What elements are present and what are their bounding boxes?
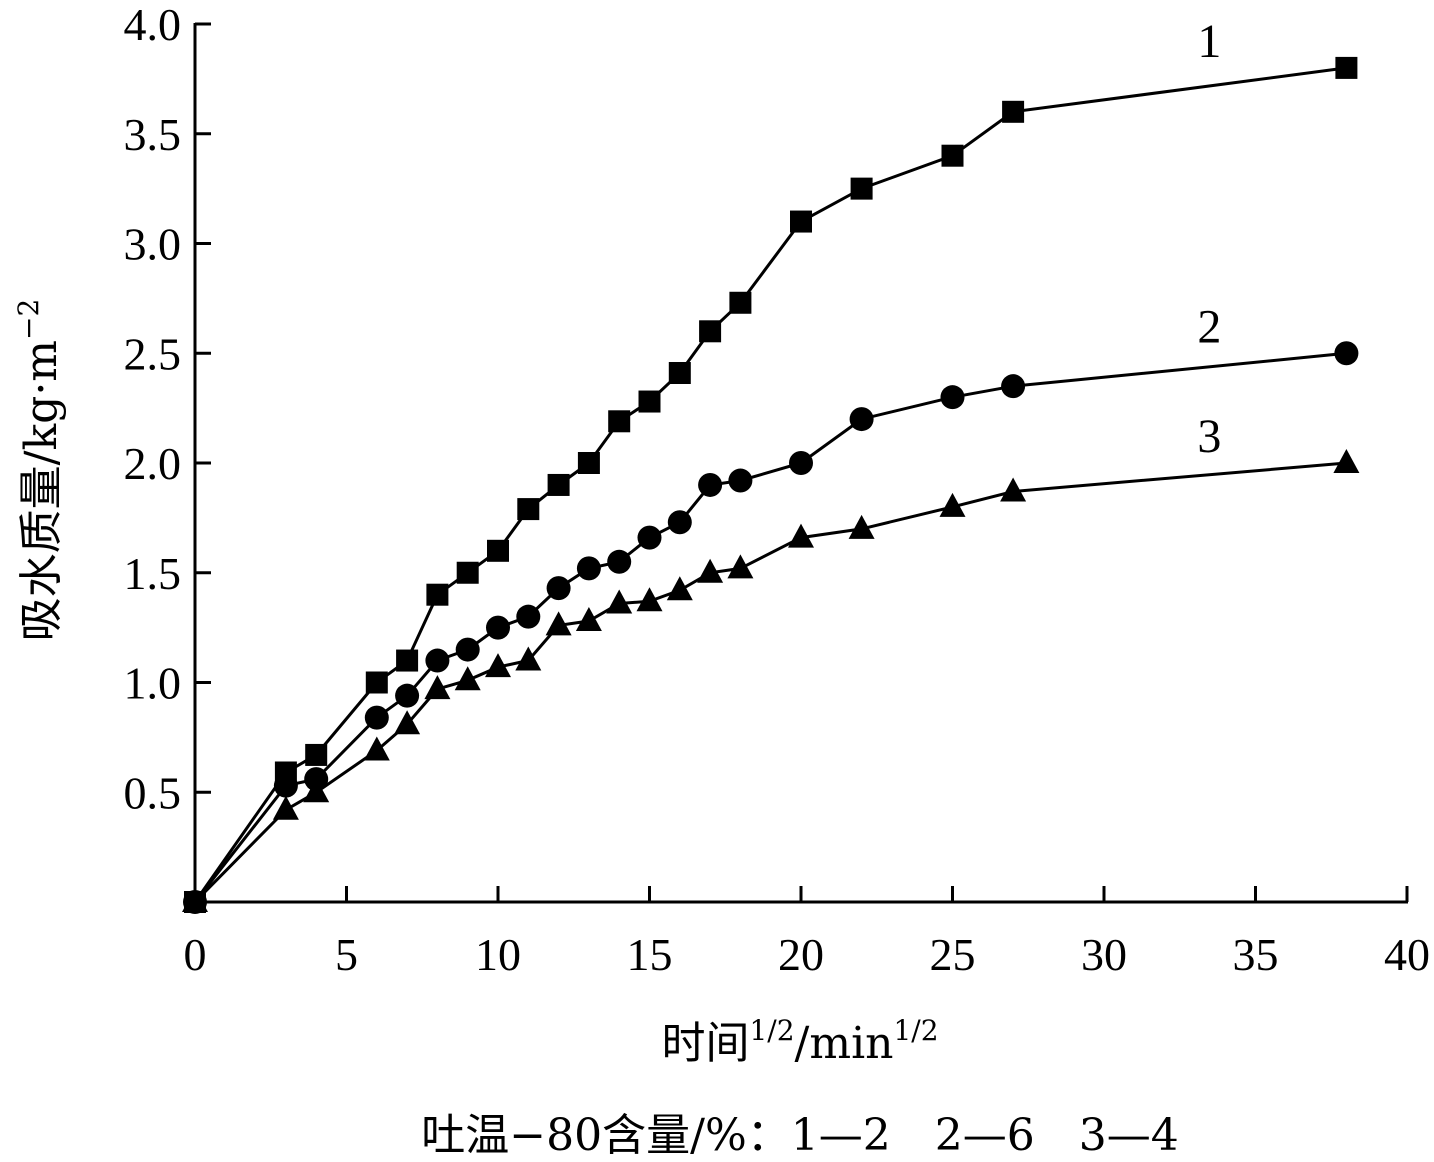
x-tick-label: 40	[1384, 929, 1430, 980]
series-3-point	[666, 576, 693, 601]
series-1-point	[790, 210, 812, 233]
series-2-point	[516, 604, 541, 629]
series-3-point	[515, 646, 542, 671]
series-1-point	[1002, 100, 1025, 123]
y-tick-label: 1.0	[124, 658, 182, 709]
y-tick-label: 0.5	[124, 767, 182, 818]
series-1-point	[305, 743, 328, 766]
x-tick-label: 10	[475, 929, 521, 980]
series-2-point	[607, 549, 632, 574]
x-tick-label: 30	[1081, 929, 1127, 980]
series-3-point	[788, 523, 814, 548]
series-2-point	[395, 683, 420, 708]
series-2-point	[637, 525, 662, 550]
x-axis-title: 时间1/2/min1/2	[661, 1014, 938, 1069]
series-1-point	[850, 177, 873, 200]
x-tick-label: 15	[627, 929, 673, 980]
series-3-point	[454, 666, 481, 691]
series-3-point	[697, 558, 724, 583]
series-1-point	[577, 452, 600, 474]
y-tick-label: 4.0	[124, 0, 182, 50]
series-3-point	[575, 607, 602, 632]
series-2-point	[698, 472, 723, 497]
series-1-point	[547, 473, 570, 496]
series-1-point	[638, 390, 661, 413]
series-2-point	[273, 773, 298, 798]
series-1-point	[729, 291, 752, 314]
series-1-point	[365, 671, 388, 694]
x-tick-label: 35	[1233, 929, 1279, 980]
y-tick-label: 3.5	[124, 109, 182, 160]
series-3-point	[1333, 449, 1360, 473]
labels-layer: 1 2 3	[1197, 15, 1221, 463]
series-2-point	[425, 648, 450, 673]
y-tick-label: 1.5	[124, 548, 182, 599]
series-3-point	[848, 514, 875, 539]
x-tick-label: 0	[184, 929, 207, 980]
series-2-label: 2	[1197, 300, 1221, 353]
series-3-point	[485, 653, 511, 678]
series-2-point	[849, 407, 874, 432]
series-3-point	[727, 554, 754, 579]
legend-caption: 吐温−80含量/%：1—2 2—6 3—4	[421, 1110, 1178, 1161]
series-1-point	[699, 320, 722, 343]
series-2-point	[789, 451, 813, 475]
series-2-point	[667, 510, 692, 535]
series-3-point	[363, 736, 390, 761]
series-3-point	[939, 492, 966, 517]
series-3-point	[1000, 477, 1027, 502]
series-2-point	[486, 615, 510, 640]
series-3-point	[182, 888, 208, 912]
y-axis-title: 吸水质量/kg·m−2	[12, 299, 67, 642]
series-3-point	[545, 611, 572, 636]
series-2-point	[455, 637, 480, 662]
x-tick-label: 5	[335, 929, 358, 980]
x-tick-label: 25	[930, 929, 976, 980]
series-2-point	[1001, 374, 1026, 399]
y-tick-label: 2.0	[124, 438, 182, 489]
series-2-line	[193, 351, 1347, 903]
series-1-point	[487, 539, 509, 562]
series-1-point	[456, 561, 479, 584]
series-1-point	[517, 498, 540, 521]
series-1-point	[668, 362, 691, 385]
series-1-point	[1335, 56, 1358, 79]
series-2-point	[1334, 341, 1359, 366]
y-tick-label: 3.0	[124, 219, 182, 270]
series-3-point	[394, 710, 421, 735]
series-3-point	[303, 778, 330, 803]
series-3-point	[606, 589, 633, 614]
series-2-point	[728, 468, 753, 493]
series-1-point	[608, 410, 631, 433]
series-2-point	[576, 556, 601, 581]
x-tick-label: 20	[778, 929, 824, 980]
series-layer	[182, 56, 1360, 914]
axes: 0 5 10 15 20 25 30 35 40 0.5 1.0 1.5 2.0 2.5 3.0 3.5 4.0	[124, 0, 1431, 980]
y-tick-label: 2.5	[124, 328, 182, 379]
series-1-label: 1	[1197, 15, 1221, 68]
series-1-line	[193, 66, 1347, 903]
series-1-point	[396, 649, 419, 672]
series-3-point	[272, 795, 299, 820]
series-2-point	[546, 576, 571, 601]
series-3-label: 3	[1197, 410, 1221, 463]
series-3-point	[636, 587, 663, 612]
series-3-point	[424, 675, 451, 700]
series-1-point	[941, 144, 964, 167]
series-2-point	[364, 705, 389, 730]
series-2-point	[940, 385, 965, 410]
series-1-point	[426, 583, 449, 606]
